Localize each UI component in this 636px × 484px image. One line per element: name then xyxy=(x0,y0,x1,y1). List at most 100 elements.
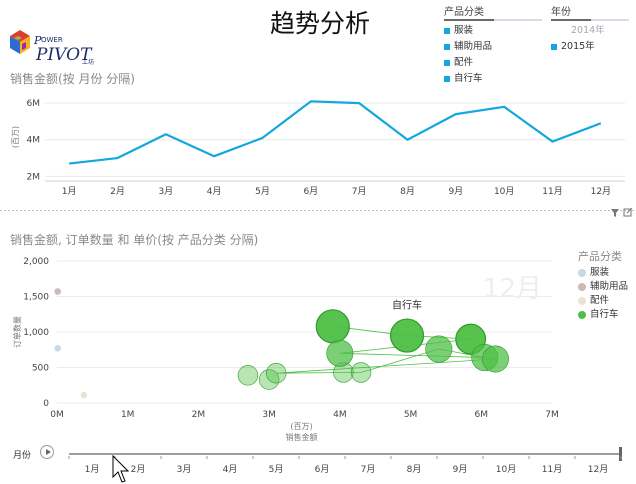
year-item-label: 2015年 xyxy=(561,41,595,52)
play-axis-month-label: 6月 xyxy=(315,464,330,475)
play-button[interactable] xyxy=(40,445,54,459)
legend-title: 产品分类 xyxy=(578,250,622,263)
category-item-parts[interactable]: 配件 xyxy=(444,55,542,71)
category-item-bikes[interactable]: 自行车 xyxy=(444,71,542,87)
line-data-point xyxy=(356,100,362,106)
play-axis-handle xyxy=(619,447,622,461)
legend-label: 服装 xyxy=(590,267,610,278)
svg-text:PIVOT: PIVOT xyxy=(35,45,93,65)
play-axis-label: 月份 xyxy=(13,451,32,461)
scatter-xaxis-unit: (百万) xyxy=(290,422,312,431)
category-item-clothing[interactable]: 服装 xyxy=(444,23,542,39)
scatter-bubble-bikes xyxy=(315,309,350,344)
scatter-chart[interactable]: 0 500 1,000 1,500 2,000 0M 1M 2M 3M 4M 5M 6M 7M (百万)销… xyxy=(0,246,578,444)
line-data-point xyxy=(115,155,121,161)
line-series-sales xyxy=(69,100,602,165)
line-data-point xyxy=(260,135,266,141)
legend-label: 配件 xyxy=(590,295,610,306)
expand-icon[interactable] xyxy=(623,207,633,217)
line-xtick-label: 4月 xyxy=(207,186,222,197)
line-xtick-label: 12月 xyxy=(591,186,611,197)
line-ytick-label: 4M xyxy=(27,136,41,146)
line-xtick-label: 5月 xyxy=(255,186,270,197)
category-item-label: 配件 xyxy=(454,57,474,68)
scatter-legend: 产品分类 服装 辅助用品 配件 自行车 xyxy=(578,248,628,322)
scatter-bubble-bikes xyxy=(266,362,287,384)
play-axis-month-label: 12月 xyxy=(588,464,608,475)
scatter-xtick-label: 7M xyxy=(545,410,559,420)
legend-swatch xyxy=(578,297,586,305)
cube-icon xyxy=(10,30,30,54)
legend-item-bikes[interactable]: 自行车 xyxy=(578,308,628,322)
mouse-cursor-icon xyxy=(112,455,130,483)
category-slicer-title: 产品分类 xyxy=(444,7,484,18)
line-xtick-label: 11月 xyxy=(542,186,562,197)
legend-label: 辅助用品 xyxy=(590,281,629,292)
category-item-accessories-aux[interactable]: 辅助用品 xyxy=(444,39,542,55)
line-data-point xyxy=(66,161,72,167)
scatter-xtick-label: 3M xyxy=(262,410,276,420)
scatter-bubble-bikes xyxy=(258,369,280,390)
scatter-bubble xyxy=(54,345,62,352)
scatter-ytick-label: 1,500 xyxy=(23,293,49,303)
year-slicer: 年份 2014年 2015年 xyxy=(551,3,629,55)
scatter-ytick-label: 1,000 xyxy=(23,328,49,338)
section-divider xyxy=(0,210,636,211)
scatter-bubble-bikes xyxy=(237,365,259,386)
play-axis-month-label: 7月 xyxy=(361,464,376,475)
line-chart[interactable]: 2M 4M 6M (百万) 1月 2月 3月 4月 5月 6月 7月 8月 9月 10月 11月 12月 xyxy=(0,86,636,210)
line-data-point xyxy=(501,104,507,110)
play-axis-month-label: 3月 xyxy=(177,464,192,475)
legend-item-parts[interactable]: 配件 xyxy=(578,294,628,308)
line-xtick-label: 6月 xyxy=(303,186,318,197)
category-item-label: 服装 xyxy=(454,25,474,36)
play-axis-month-label: 9月 xyxy=(453,464,468,475)
scatter-bubble-bikes xyxy=(481,345,509,373)
line-xtick-label: 3月 xyxy=(158,186,173,197)
year-item-2015[interactable]: 2015年 xyxy=(551,39,629,55)
legend-item-accessories-aux[interactable]: 辅助用品 xyxy=(578,280,628,294)
filter-icon[interactable] xyxy=(611,209,619,217)
line-xtick-label: 1月 xyxy=(62,186,77,197)
year-slicer-title: 年份 xyxy=(551,7,571,18)
scatter-xtick-label: 2M xyxy=(192,410,206,420)
play-axis-month-label: 11月 xyxy=(542,464,562,475)
line-ytick-label: 6M xyxy=(27,99,41,109)
scatter-ytick-label: 2,000 xyxy=(23,257,49,267)
scatter-bubble-bikes xyxy=(350,362,372,383)
scatter-xaxis-title: 销售金额 xyxy=(286,432,318,442)
scatter-ytick-label: 500 xyxy=(32,364,49,374)
line-data-point xyxy=(163,131,169,137)
line-xtick-label: 2月 xyxy=(110,186,125,197)
scatter-bubble-bikes xyxy=(389,318,425,353)
scatter-xtick-label: 5M xyxy=(404,410,418,420)
scatter-xtick-label: 1M xyxy=(121,410,135,420)
play-axis-timeline[interactable]: 1月 2月 3月 4月 5月 6月 7月 8月 9月 10月 11月 12月 xyxy=(60,444,636,484)
scatter-bubble-bikes xyxy=(425,335,453,363)
play-axis-month-label: 5月 xyxy=(269,464,284,475)
line-xtick-label: 8月 xyxy=(400,186,415,197)
chart-toolbar xyxy=(611,207,633,217)
scatter-watermark: 12月 xyxy=(483,274,542,304)
play-axis-month-label: 1月 xyxy=(85,464,100,475)
svg-text:OWER: OWER xyxy=(41,36,63,44)
category-item-label: 辅助用品 xyxy=(454,41,493,52)
legend-item-clothing[interactable]: 服装 xyxy=(578,266,628,280)
line-data-point xyxy=(308,98,314,104)
category-item-label: 自行车 xyxy=(454,73,483,84)
svg-text:工坊: 工坊 xyxy=(82,58,94,66)
scatter-xtick-label: 0M xyxy=(50,410,64,420)
scatter-bubble-bikes xyxy=(326,339,354,367)
scatter-xtick-label: 4M xyxy=(333,410,347,420)
year-item-2014[interactable]: 2014年 xyxy=(551,23,629,39)
line-chart-title: 销售金额(按 月份 分隔) xyxy=(10,72,135,86)
scatter-annotation: 自行车 xyxy=(392,298,422,311)
line-xtick-label: 10月 xyxy=(494,186,514,197)
scatter-bubble xyxy=(54,288,62,295)
line-xtick-label: 7月 xyxy=(352,186,367,197)
line-data-point xyxy=(550,139,556,145)
line-data-point xyxy=(405,137,411,143)
category-slicer: 产品分类 服装 辅助用品 配件 自行车 xyxy=(444,3,542,87)
scatter-chart-title: 销售金额, 订单数量 和 单价(按 产品分类 分隔) xyxy=(10,233,259,247)
play-axis-month-label: 4月 xyxy=(223,464,238,475)
